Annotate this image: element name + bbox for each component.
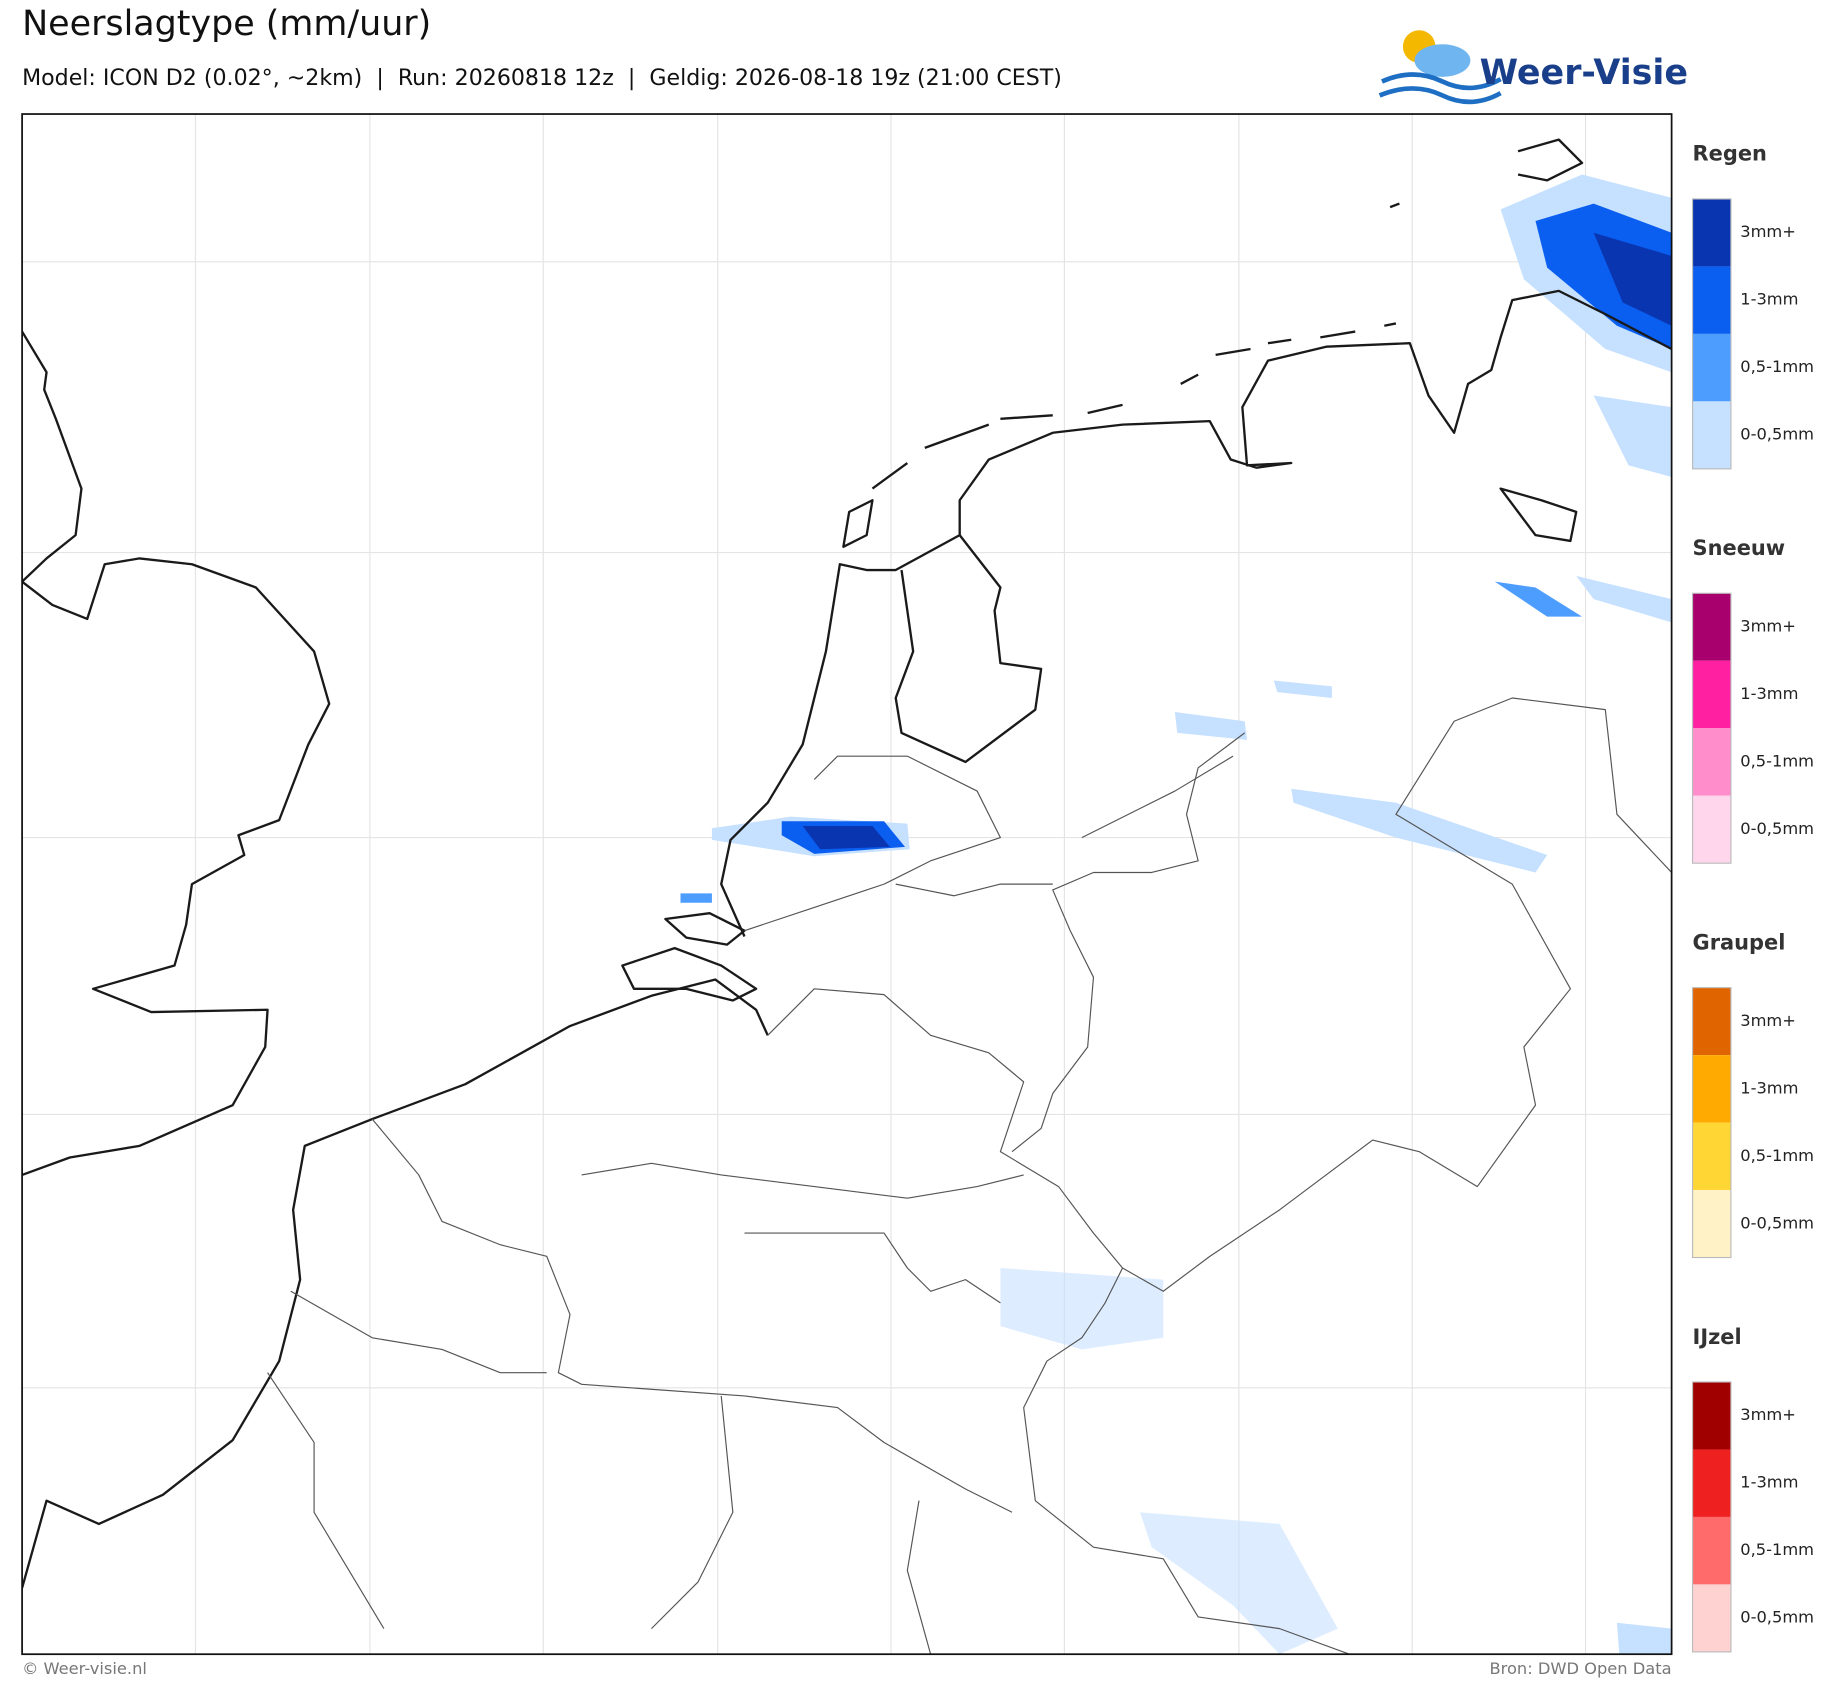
legend-swatch — [1692, 401, 1731, 469]
coastlines — [22, 138, 1672, 1589]
rain-area — [1535, 203, 1672, 350]
rain-area — [1576, 575, 1672, 623]
map — [22, 114, 1672, 1655]
border — [1011, 732, 1246, 1153]
border — [267, 1118, 1024, 1655]
legend-swatch — [1692, 593, 1731, 661]
legend-swatch — [1692, 1449, 1731, 1517]
rain-area — [1140, 1512, 1338, 1655]
legend-title: Regen — [1693, 142, 1767, 166]
legend-frame — [1691, 198, 1732, 470]
legend-label: 3mm+ — [1740, 1405, 1796, 1424]
legend-label: 0,5-1mm — [1740, 357, 1814, 376]
rain-area — [1174, 711, 1248, 740]
legend-swatch — [1692, 1382, 1731, 1450]
border — [767, 988, 1350, 1655]
rain-area — [1494, 581, 1583, 617]
logo-text: Weer-Visie — [1480, 53, 1688, 93]
wave — [1378, 86, 1502, 105]
cloud — [1414, 44, 1471, 77]
legend-swatch — [1692, 795, 1731, 864]
legend-swatch — [1692, 1516, 1731, 1585]
legend-label: 1-3mm — [1740, 290, 1798, 309]
coastline — [842, 322, 1578, 548]
legend-frame — [1691, 1381, 1732, 1653]
grid-line — [22, 114, 1672, 1655]
rain-area — [802, 825, 890, 850]
rain-area — [1616, 1622, 1672, 1655]
map-background — [22, 114, 1672, 1655]
legend-title: Sneeuw — [1693, 536, 1786, 560]
legend-swatch — [1692, 333, 1731, 402]
legend-label: 0-0,5mm — [1740, 1213, 1814, 1232]
rain-area — [1291, 788, 1548, 873]
precipitation — [680, 174, 1672, 1655]
legend-title: IJzel — [1693, 1325, 1742, 1349]
legend: Regen 3mm+ 1-3mm 0,5-1mm 0-0,5mm Sneeuw 3mm+ 1-… — [1691, 142, 1814, 1653]
coastline — [22, 330, 83, 583]
legend-frame — [1691, 592, 1732, 864]
legend-swatch — [1692, 1584, 1731, 1652]
border — [1122, 697, 1672, 1292]
coastline — [1389, 138, 1584, 209]
legend-swatch — [1692, 1190, 1731, 1258]
legend-swatch — [1692, 198, 1731, 267]
footer-source: Bron: DWD Open Data — [1489, 1659, 1671, 1678]
rain-area — [1000, 1268, 1164, 1350]
logo-icon — [1378, 30, 1502, 105]
map-frame — [21, 113, 1673, 1656]
legend-swatch — [1692, 1055, 1731, 1123]
legend-swatch — [1692, 660, 1731, 729]
legend-label: 1-3mm — [1740, 1473, 1798, 1492]
legend-swatch — [1692, 728, 1731, 796]
legend-label: 0-0,5mm — [1740, 819, 1814, 838]
legend-label: 3mm+ — [1740, 222, 1796, 241]
rain-area — [680, 893, 712, 903]
rain-area — [1593, 395, 1672, 477]
legend-label: 0,5-1mm — [1740, 751, 1814, 770]
legend-frame — [1691, 987, 1732, 1259]
legend-label: 3mm+ — [1740, 617, 1796, 636]
legend-label: 3mm+ — [1740, 1011, 1796, 1030]
coastline — [22, 557, 331, 1177]
rain-area — [1273, 680, 1332, 698]
legend-label: 1-3mm — [1740, 1078, 1798, 1097]
legend-label: 0-0,5mm — [1740, 425, 1814, 444]
legend-swatch — [1692, 987, 1731, 1056]
subtitle: Model: ICON D2 (0.02°, ~2km) | Run: 2026… — [22, 65, 1062, 91]
graticule — [22, 114, 1672, 1655]
legend-swatch — [1692, 1122, 1731, 1191]
borders — [267, 697, 1672, 1655]
legend-label: 0,5-1mm — [1740, 1146, 1814, 1165]
wave — [1381, 72, 1502, 91]
border — [744, 755, 1234, 932]
coastline — [621, 912, 758, 1002]
legend-label: 0-0,5mm — [1740, 1608, 1814, 1627]
footer-credit: © Weer-visie.nl — [22, 1659, 147, 1678]
title: Neerslagtype (mm/uur) — [22, 4, 431, 44]
legend-title: Graupel — [1693, 930, 1786, 954]
legend-label: 1-3mm — [1740, 684, 1798, 703]
logo: Weer-Visie — [1378, 30, 1688, 105]
legend-swatch — [1692, 266, 1731, 334]
coastline — [894, 534, 1043, 764]
coastline — [720, 289, 1672, 937]
legend-label: 0,5-1mm — [1740, 1540, 1814, 1559]
rain-area — [1593, 232, 1672, 326]
